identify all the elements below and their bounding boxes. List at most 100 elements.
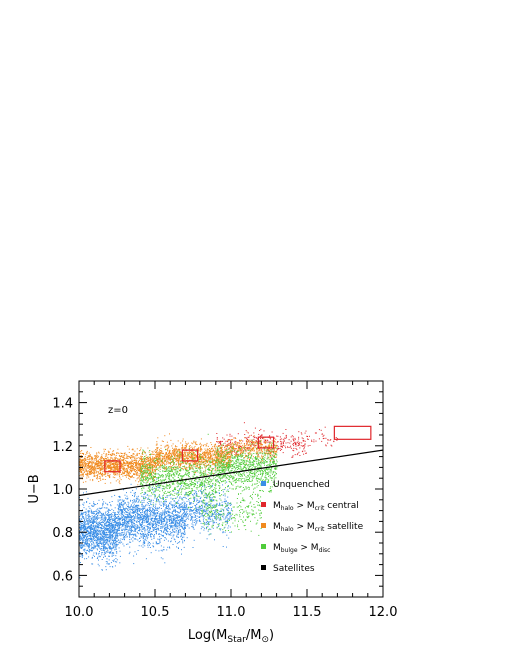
- scatter-point: [209, 521, 211, 523]
- scatter-point: [301, 451, 303, 453]
- scatter-point: [137, 532, 139, 534]
- scatter-point: [289, 446, 291, 448]
- scatter-point: [96, 553, 97, 555]
- scatter-point: [211, 486, 213, 488]
- scatter-point: [253, 444, 254, 446]
- scatter-point: [195, 508, 197, 509]
- scatter-point: [111, 523, 112, 525]
- scatter-point: [204, 513, 206, 515]
- scatter-point: [115, 523, 117, 525]
- scatter-point: [132, 500, 134, 502]
- scatter-point: [149, 457, 151, 458]
- scatter-point: [100, 539, 102, 541]
- scatter-point: [101, 525, 103, 527]
- scatter-point: [195, 491, 197, 493]
- scatter-point: [212, 513, 214, 515]
- scatter-point: [197, 502, 199, 504]
- scatter-point: [182, 542, 184, 544]
- scatter-point: [145, 525, 147, 527]
- scatter-point: [101, 542, 103, 544]
- scatter-point: [109, 539, 111, 541]
- scatter-point: [160, 523, 162, 525]
- scatter-point: [103, 537, 105, 539]
- scatter-point: [222, 531, 224, 533]
- scatter-point: [145, 520, 147, 522]
- scatter-point: [191, 517, 193, 519]
- scatter-point: [120, 523, 121, 525]
- scatter-point: [103, 462, 104, 464]
- scatter-point: [295, 448, 297, 449]
- scatter-point: [118, 503, 120, 505]
- scatter-point: [156, 512, 158, 513]
- scatter-point: [333, 441, 335, 443]
- scatter-point: [108, 511, 109, 513]
- scatter-point: [208, 486, 210, 487]
- scatter-point: [145, 518, 147, 519]
- scatter-point: [89, 539, 91, 540]
- scatter-point: [307, 445, 309, 447]
- scatter-point: [93, 520, 94, 522]
- scatter-point: [113, 458, 115, 460]
- scatter-point: [79, 464, 81, 466]
- scatter-point: [115, 532, 117, 533]
- scatter-point: [235, 453, 237, 455]
- scatter-point: [167, 524, 168, 526]
- scatter-point: [145, 514, 147, 516]
- scatter-point: [277, 441, 278, 443]
- scatter-point: [174, 531, 176, 533]
- scatter-point: [124, 494, 126, 496]
- scatter-point: [146, 464, 148, 466]
- scatter-point: [119, 496, 121, 498]
- scatter-point: [177, 532, 179, 533]
- scatter-point: [201, 493, 202, 495]
- scatter-point: [227, 514, 229, 516]
- scatter-point: [100, 549, 102, 551]
- scatter-point: [217, 449, 219, 451]
- scatter-point: [134, 509, 136, 511]
- scatter-point: [115, 540, 117, 542]
- scatter-point: [106, 521, 108, 523]
- scatter-point: [277, 448, 279, 450]
- scatter-point: [110, 541, 112, 543]
- scatter-point: [85, 532, 86, 534]
- scatter-point: [245, 450, 247, 452]
- scatter-point: [101, 528, 103, 530]
- scatter-point: [144, 467, 146, 469]
- scatter-point: [175, 521, 176, 523]
- scatter-point: [135, 535, 137, 537]
- scatter-point: [203, 510, 205, 512]
- scatter-point: [129, 463, 131, 465]
- scatter-point: [150, 499, 152, 501]
- scatter-point: [103, 517, 105, 519]
- scatter-point: [226, 481, 228, 483]
- scatter-point: [175, 526, 177, 528]
- scatter-point: [128, 534, 130, 536]
- scatter-point: [88, 476, 90, 478]
- scatter-point: [79, 545, 81, 547]
- scatter-point: [141, 536, 143, 538]
- scatter-point: [298, 444, 300, 446]
- scatter-point: [154, 457, 156, 459]
- scatter-point: [325, 445, 327, 447]
- scatter-point: [117, 469, 119, 471]
- scatter-point: [113, 519, 115, 521]
- scatter-point: [286, 436, 287, 438]
- scatter-point: [157, 507, 159, 509]
- scatter-point: [224, 500, 226, 502]
- scatter-point: [113, 528, 115, 530]
- scatter-point: [101, 569, 103, 571]
- scatter-point: [215, 522, 217, 524]
- scatter-point: [95, 529, 96, 531]
- scatter-point: [172, 516, 174, 518]
- scatter-point: [143, 540, 145, 542]
- scatter-point: [122, 472, 124, 474]
- scatter-point: [121, 460, 123, 462]
- scatter-point: [167, 525, 169, 527]
- scatter-point: [279, 436, 281, 438]
- scatter-point: [137, 510, 139, 512]
- scatter-point: [118, 519, 120, 521]
- scatter-point: [93, 525, 94, 527]
- scatter-point: [172, 530, 174, 532]
- scatter-point: [139, 520, 141, 522]
- scatter-point: [170, 503, 172, 505]
